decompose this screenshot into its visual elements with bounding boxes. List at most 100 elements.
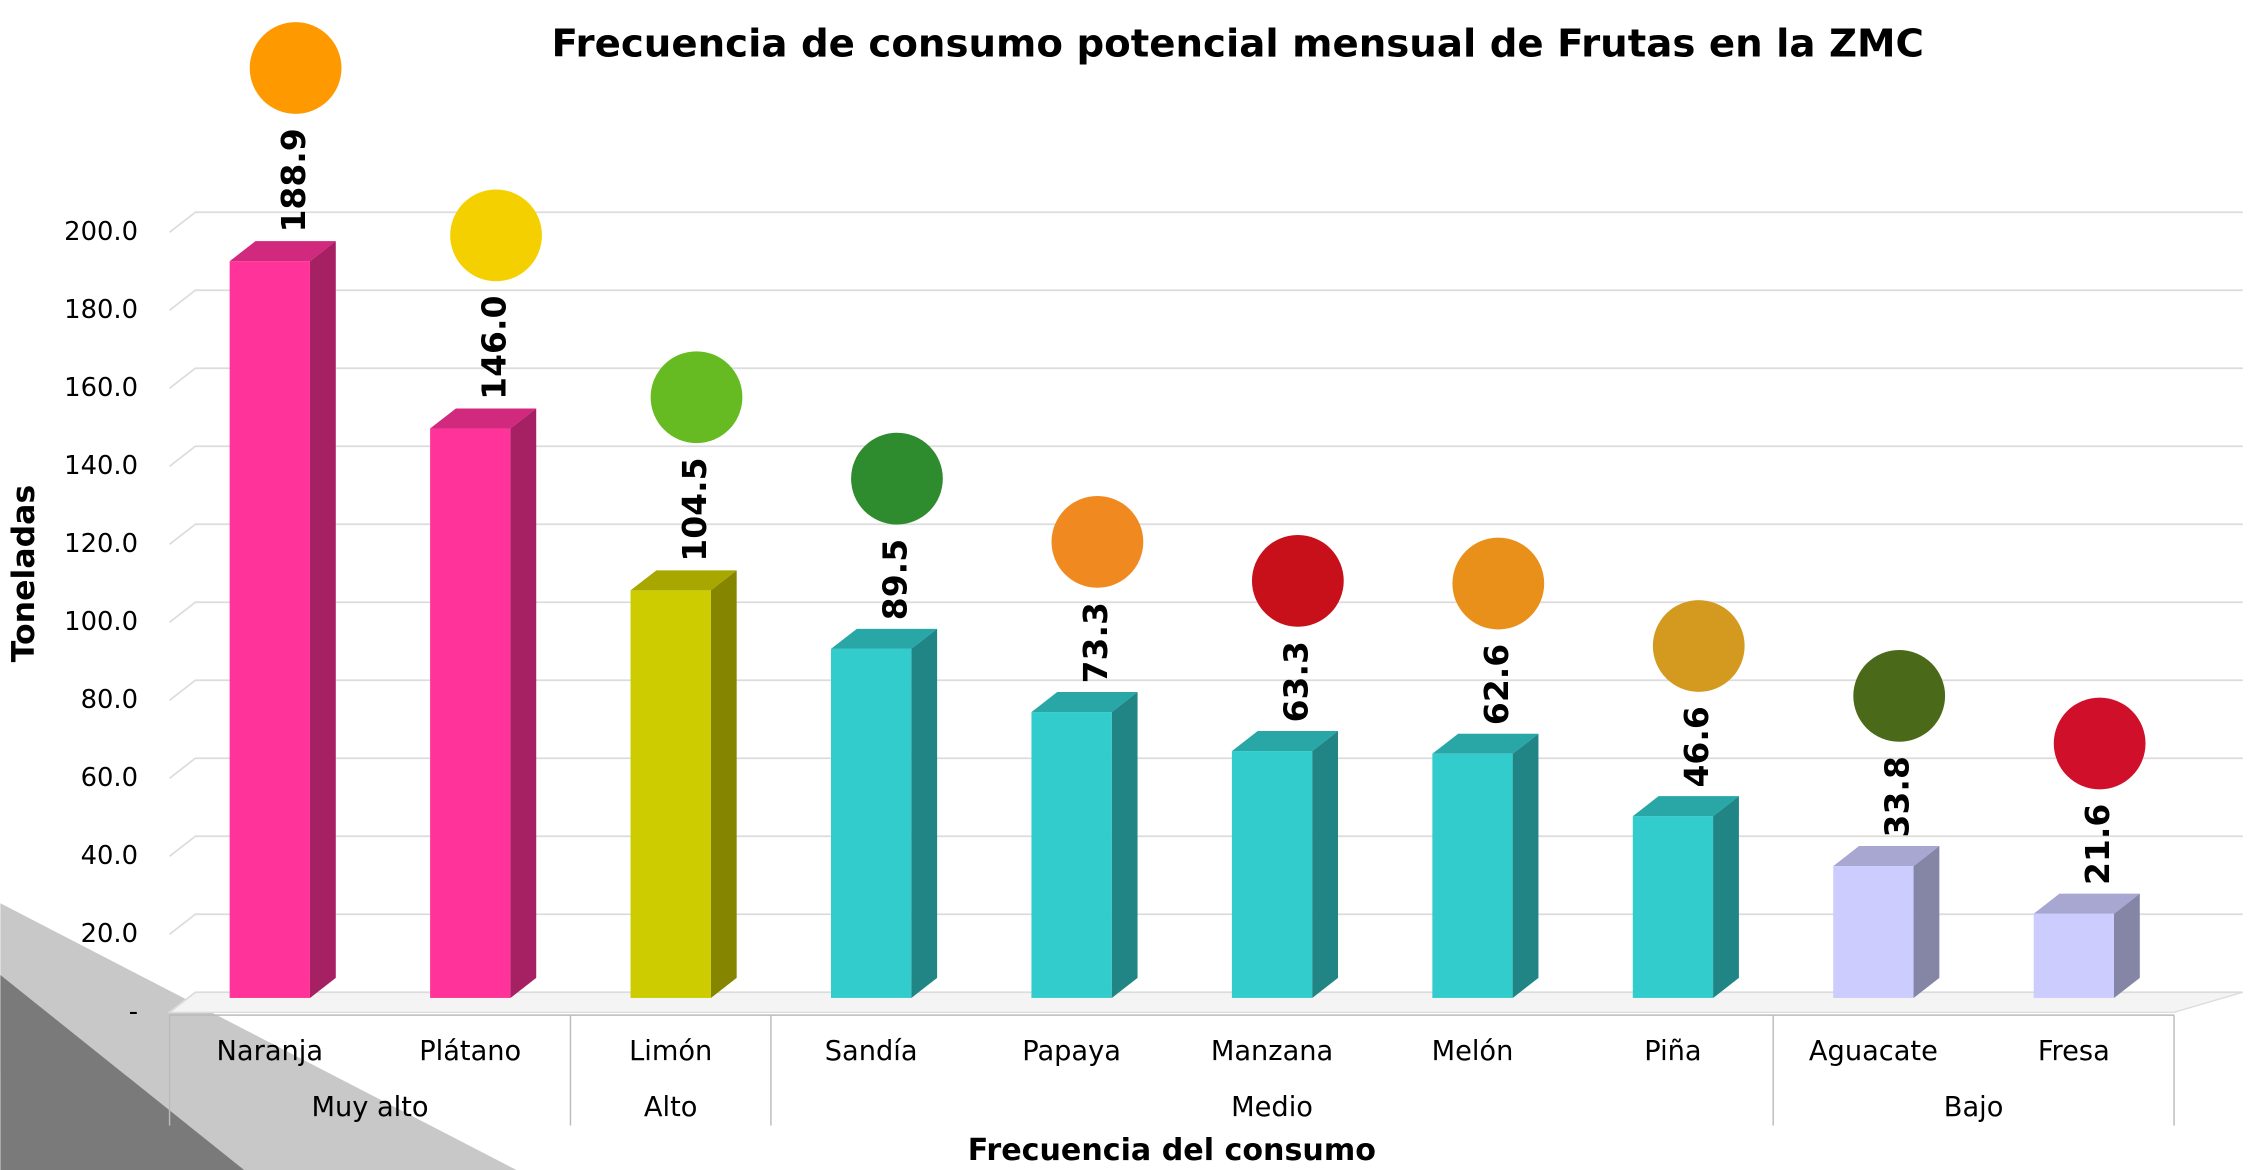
- bar-top: [1231, 730, 1338, 752]
- y-tick-label: -: [129, 997, 138, 1027]
- bar-top: [630, 570, 737, 591]
- grid-line: [169, 445, 2243, 467]
- bar-side: [1312, 730, 1338, 998]
- bar-top: [1031, 691, 1138, 713]
- value-label: 146.0: [475, 296, 514, 400]
- x-tick-label: Plátano: [419, 1036, 521, 1067]
- bar: [430, 428, 511, 998]
- bar-top: [229, 241, 336, 262]
- bar-side-shade: [309, 241, 336, 998]
- bar-side-shade: [710, 570, 737, 998]
- bar-top: [1632, 796, 1739, 817]
- bar-side-shade: [1512, 733, 1539, 998]
- value-label: 33.8: [1878, 756, 1917, 837]
- x-axis-label: Frecuencia del consumo: [968, 1133, 1376, 1168]
- bar-side: [1913, 846, 1940, 998]
- bar-top-shade: [1432, 733, 1539, 754]
- x-tick-label: Naranja: [217, 1036, 323, 1067]
- bar-top-shade: [1632, 796, 1739, 817]
- bar-top-shade: [430, 408, 537, 429]
- bar-side-shade: [911, 628, 938, 998]
- fruit-icon: [851, 432, 943, 525]
- y-tick-label: 80.0: [81, 685, 138, 715]
- y-axis-label: Toneladas: [6, 485, 42, 663]
- bar: [630, 590, 711, 998]
- bar-top-shade: [630, 570, 737, 591]
- bar-top: [830, 628, 938, 649]
- group-label: Alto: [644, 1092, 698, 1123]
- bar: [229, 261, 310, 998]
- decor: [0, 975, 245, 1170]
- x-tick-label: Melón: [1432, 1036, 1514, 1067]
- bar: [1632, 816, 1714, 998]
- y-tick-label: 20.0: [81, 919, 138, 949]
- fruit-icon: [1452, 537, 1545, 630]
- chart-title: Frecuencia de consumo potencial mensual …: [552, 21, 1924, 66]
- value-label: 63.3: [1276, 641, 1315, 722]
- bar-top: [430, 408, 537, 429]
- bar-side: [710, 570, 737, 998]
- x-tick-label: Papaya: [1022, 1036, 1121, 1067]
- bar-side-shade: [1111, 691, 1138, 998]
- y-tick-label: 180.0: [64, 295, 138, 325]
- bar-side: [510, 408, 537, 998]
- grid-line: [169, 679, 2243, 701]
- y-tick-label: 120.0: [64, 529, 138, 559]
- bar-side-shade: [1713, 796, 1739, 998]
- y-tick-label: 160.0: [64, 373, 138, 403]
- x-tick-label: Sandía: [825, 1036, 918, 1067]
- bar: [830, 648, 912, 998]
- bar-side-shade: [1312, 730, 1338, 998]
- bar-side-shade: [510, 408, 537, 998]
- value-label: 188.9: [274, 128, 313, 232]
- y-tick-label: 200.0: [64, 217, 138, 247]
- grid-line: [169, 991, 2243, 1013]
- x-tick-label: Piña: [1644, 1036, 1701, 1067]
- group-label: Bajo: [1944, 1092, 2004, 1123]
- y-tick-label: 40.0: [81, 841, 138, 871]
- bar: [2033, 913, 2114, 998]
- bar-side: [1713, 796, 1739, 998]
- bar-top-shade: [1833, 846, 1940, 867]
- bar-side: [911, 628, 938, 998]
- value-label: 21.6: [2078, 804, 2117, 885]
- fruit-icon: [2053, 697, 2146, 790]
- value-label: 104.5: [675, 457, 714, 561]
- bar-top-shade: [229, 241, 336, 262]
- bar-top-shade: [1031, 691, 1138, 713]
- x-tick-label: Manzana: [1211, 1036, 1333, 1067]
- value-label: 73.3: [1076, 602, 1115, 683]
- bar-side-shade: [1913, 846, 1940, 998]
- bar-top-shade: [830, 628, 938, 649]
- grid-line: [169, 913, 2243, 935]
- bar: [1833, 866, 1914, 998]
- bar-top: [1432, 733, 1539, 754]
- group-label: Muy alto: [311, 1092, 428, 1123]
- grid-line: [169, 601, 2243, 623]
- fruit-icon: [1853, 649, 1946, 742]
- y-tick-label: 60.0: [81, 763, 138, 793]
- grid-line: [169, 835, 2243, 857]
- bar-top: [2033, 893, 2140, 914]
- fruit-icon: [450, 189, 542, 282]
- group-label: Medio: [1231, 1092, 1313, 1123]
- grid-line: [169, 757, 2243, 779]
- grid-line: [169, 289, 2243, 311]
- value-label: 89.5: [875, 539, 914, 620]
- grid-line: [169, 523, 2243, 545]
- bar: [1231, 751, 1313, 998]
- fruit-icon: [1051, 495, 1144, 588]
- bar-top-shade: [2033, 893, 2140, 914]
- value-label: 46.6: [1677, 706, 1716, 787]
- grid-line: [169, 367, 2243, 389]
- fruit-icon: [650, 351, 743, 444]
- x-tick-label: Limón: [629, 1036, 712, 1067]
- value-label: 62.6: [1477, 644, 1516, 725]
- bar-side: [1512, 733, 1539, 998]
- bar-side: [2113, 893, 2140, 998]
- x-tick-label: Fresa: [2038, 1036, 2110, 1067]
- fruit-icon: [1251, 534, 1344, 627]
- bar: [1031, 712, 1112, 998]
